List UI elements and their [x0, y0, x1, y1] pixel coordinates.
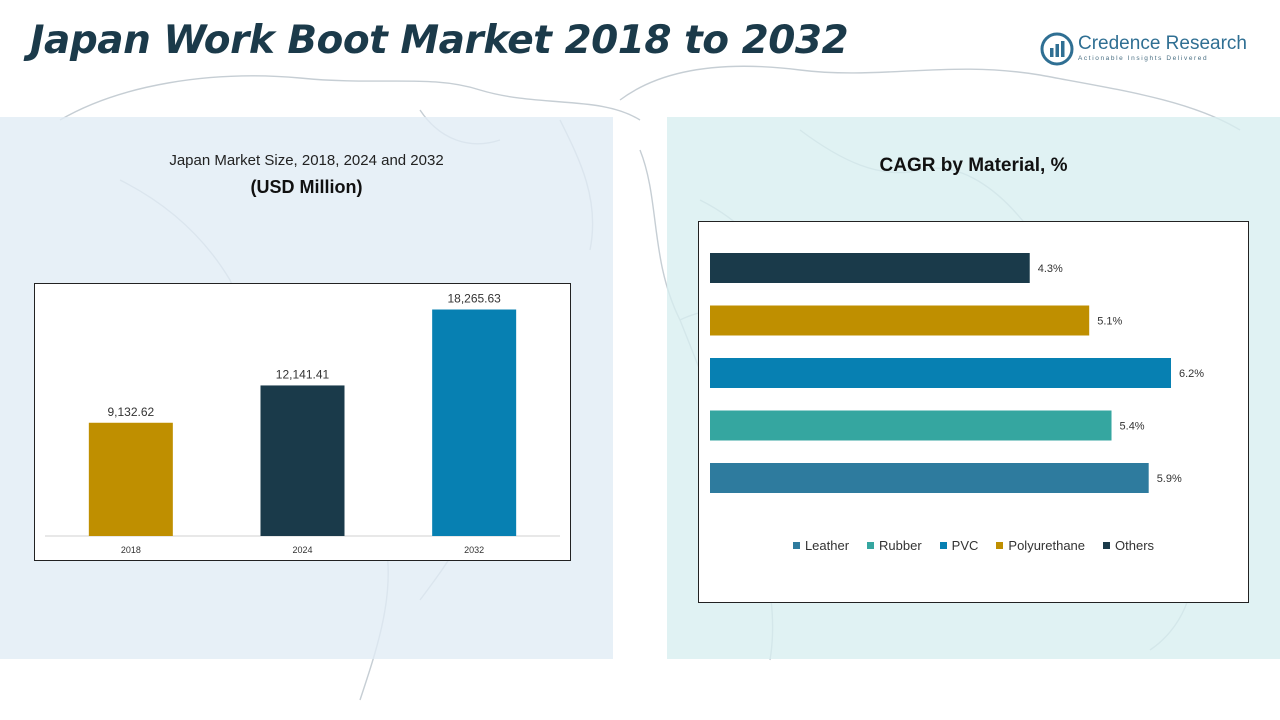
legend-item-others: Others: [1103, 538, 1154, 553]
bar-value-label: 18,265.63: [447, 292, 501, 306]
bar-value-label: 9,132.62: [107, 405, 154, 419]
legend-label: Polyurethane: [1008, 538, 1086, 553]
legend-label: Leather: [804, 538, 850, 553]
market-size-bar-chart: 9,132.62 2018 12,141.41 2024 18,265.63 2032: [45, 292, 560, 555]
cagr-legend: Leather Rubber PVC Polyurethane Others: [699, 538, 1248, 553]
bar-value-label: 5.4%: [1120, 421, 1145, 433]
x-tick-label: 2032: [464, 545, 484, 555]
legend-label: PVC: [951, 538, 979, 553]
market-size-subtitle: Japan Market Size, 2018, 2024 and 2032: [169, 152, 444, 169]
bar-2032: [432, 309, 517, 536]
bar-2018: [88, 422, 173, 536]
cagr-bar-chart: 4.3% 5.1% 6.2% 5.4% 5.9%: [710, 253, 1204, 493]
bar-2024: [260, 385, 345, 536]
page-title: Japan Work Boot Market 2018 to 2032: [30, 18, 849, 63]
bar-value-label: 4.3%: [1038, 263, 1063, 275]
market-size-chart-frame: 9,132.62 2018 12,141.41 2024 18,265.63 2032: [34, 283, 571, 561]
bar-polyurethane: [710, 305, 1090, 336]
bar-value-label: 5.9%: [1157, 473, 1182, 485]
cagr-panel: CAGR by Material, % 4.3% 5.1% 6.2% 5.4% 5.9%…: [667, 117, 1280, 659]
brand-name: Credence Research: [1078, 33, 1247, 54]
brand-tagline: Actionable Insights Delivered: [1078, 55, 1209, 62]
market-size-unit: (USD Million): [250, 177, 363, 197]
legend-label: Others: [1115, 538, 1155, 553]
legend-label: Rubber: [879, 538, 922, 553]
bar-pvc: [710, 358, 1171, 388]
bar-value-label: 6.2%: [1179, 368, 1204, 380]
legend-swatch: [996, 542, 1004, 549]
bar-rubber: [710, 410, 1112, 441]
cagr-title: CAGR by Material, %: [879, 155, 1068, 176]
legend-item-leather: Leather: [792, 538, 850, 553]
legend-swatch: [1103, 542, 1111, 549]
bar-others: [710, 253, 1030, 283]
bar-value-label: 5.1%: [1097, 316, 1122, 328]
legend-item-rubber: Rubber: [867, 538, 922, 553]
legend-swatch: [939, 542, 947, 549]
bar-leather: [710, 463, 1149, 493]
market-size-panel: Japan Market Size, 2018, 2024 and 2032 (…: [0, 117, 613, 659]
brand-logo: Credence Research Actionable Insights De…: [1040, 30, 1260, 70]
cagr-chart-frame: 4.3% 5.1% 6.2% 5.4% 5.9% Leather Rubber PVC Pol…: [698, 221, 1249, 603]
x-tick-label: 2018: [121, 545, 141, 555]
bar-value-label: 12,141.41: [276, 367, 330, 381]
legend-item-pvc: PVC: [939, 538, 979, 553]
legend-swatch: [867, 542, 875, 549]
x-tick-label: 2024: [292, 545, 312, 555]
brand-logo-icon: [1040, 32, 1074, 66]
legend-item-polyurethane: Polyurethane: [996, 538, 1085, 553]
legend-swatch: [792, 542, 800, 549]
